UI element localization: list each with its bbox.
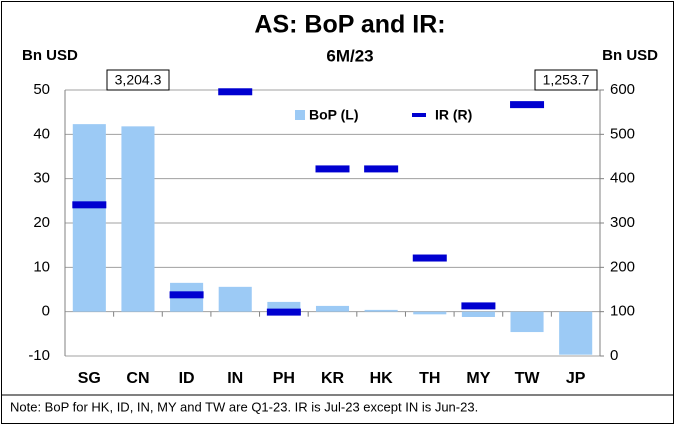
- y-tick-label: 20: [33, 214, 50, 231]
- bar: [267, 301, 301, 312]
- legend-swatch: [412, 113, 426, 117]
- x-tick-label: PH: [273, 370, 295, 387]
- x-tick-label: TW: [515, 370, 541, 387]
- x-tick-label: MY: [466, 370, 490, 387]
- note: Note: BoP for HK, ID, IN, MY and TW are …: [10, 399, 478, 414]
- y-tick-label: 40: [33, 125, 50, 142]
- y-tick-label: -10: [28, 347, 50, 364]
- bar: [413, 311, 447, 315]
- bar: [218, 286, 252, 312]
- bar: [364, 309, 398, 312]
- legend-swatch: [295, 110, 305, 120]
- x-tick-label: TH: [419, 370, 440, 387]
- bar: [315, 305, 350, 312]
- y2-tick-label: 0: [610, 347, 618, 364]
- bar: [121, 126, 155, 312]
- chart-title: AS: BoP and IR:: [254, 11, 445, 39]
- ir-dash: [169, 291, 204, 299]
- ir-dash: [315, 165, 350, 173]
- ir-dash: [266, 308, 301, 316]
- value-label: 1,253.7: [543, 72, 590, 88]
- value-label: 3,204.3: [115, 72, 162, 88]
- y2-tick-label: 300: [610, 214, 635, 231]
- x-tick-label: SG: [78, 370, 101, 387]
- y-tick-label: 0: [42, 303, 50, 320]
- x-tick-label: ID: [179, 370, 195, 387]
- y-tick-label: 30: [33, 170, 50, 187]
- y2-tick-label: 100: [610, 303, 635, 320]
- x-tick-label: IN: [227, 370, 243, 387]
- ir-dash: [510, 101, 545, 109]
- off-scale-box: [534, 69, 598, 91]
- x-tick-label: KR: [321, 370, 345, 387]
- y2-tick-label: 400: [610, 170, 635, 187]
- legend-label: IR (R): [435, 107, 472, 123]
- y-tick-label: 10: [33, 258, 50, 275]
- y2-axis-label: Bn USD: [602, 47, 658, 64]
- ir-dash: [72, 201, 107, 209]
- bar: [461, 311, 495, 317]
- chart-subtitle: 6M/23: [326, 46, 373, 65]
- x-tick-label: CN: [126, 370, 149, 387]
- bar: [510, 311, 544, 333]
- x-tick-label: JP: [566, 370, 586, 387]
- bar: [72, 124, 106, 312]
- ir-dash: [218, 88, 253, 96]
- legend-label: BoP (L): [309, 107, 359, 123]
- y-tick-label: 50: [33, 81, 50, 98]
- bar: [559, 311, 593, 355]
- y2-tick-label: 500: [610, 125, 635, 142]
- off-scale-box: [106, 69, 170, 91]
- ir-dash: [461, 302, 496, 310]
- x-tick-label: HK: [370, 370, 394, 387]
- y2-tick-label: 200: [610, 258, 635, 275]
- y2-tick-label: 600: [610, 81, 635, 98]
- ir-dash: [364, 165, 399, 173]
- y-axis-label: Bn USD: [22, 47, 78, 64]
- ir-dash: [412, 254, 447, 262]
